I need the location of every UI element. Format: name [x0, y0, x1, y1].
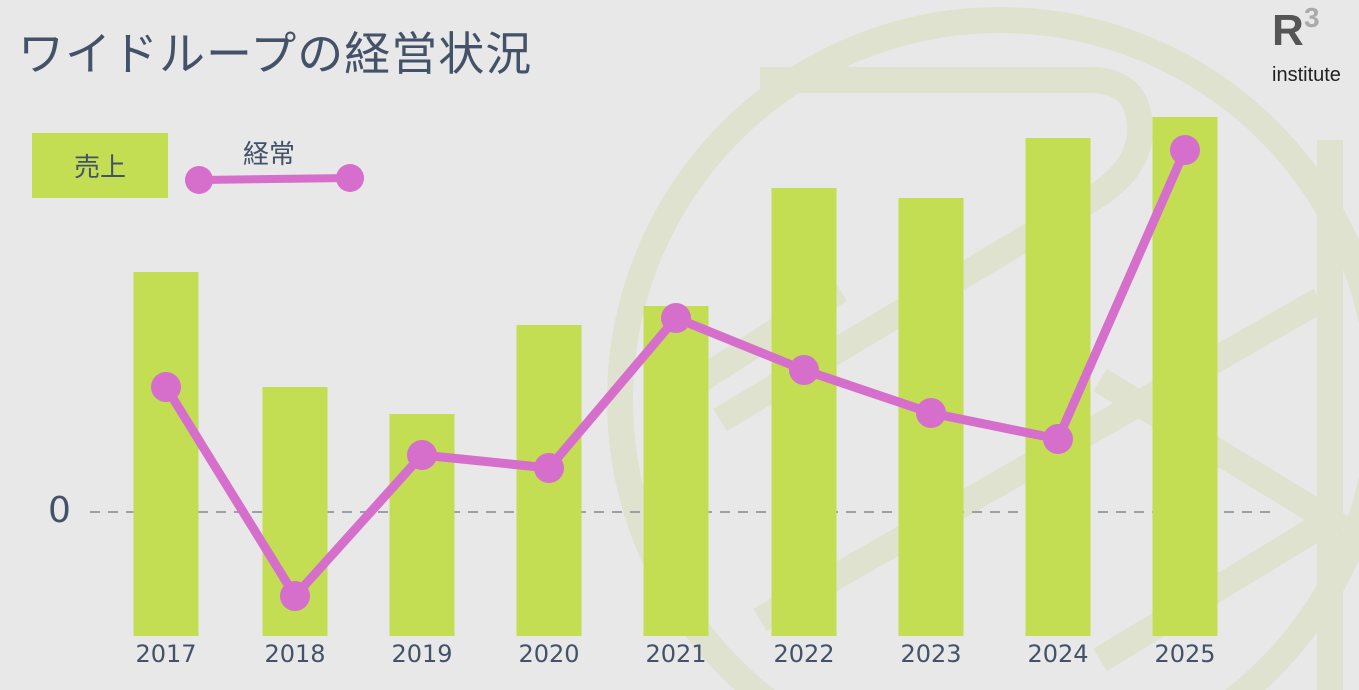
- bar-2021: [643, 306, 709, 636]
- legend-ordinary-profit-label: 経常: [243, 140, 296, 170]
- line-point-2020: [534, 453, 564, 483]
- line-point-2024: [1043, 424, 1073, 454]
- x-label-2022: 2022: [773, 640, 835, 668]
- line-point-2021: [661, 303, 691, 333]
- y-axis-zero-label: 0: [48, 490, 71, 531]
- line-point-2025: [1170, 135, 1200, 165]
- line-point-2023: [916, 398, 946, 428]
- x-label-2019: 2019: [391, 640, 453, 668]
- line-point-2019: [407, 440, 437, 470]
- legend-sales: 売上: [32, 133, 168, 198]
- x-label-2018: 2018: [264, 640, 326, 668]
- line-point-2017: [151, 372, 181, 402]
- line-point-2022: [789, 355, 819, 385]
- x-label-2023: 2023: [900, 640, 962, 668]
- bar-2022: [771, 188, 837, 636]
- x-label-2017: 2017: [135, 640, 197, 668]
- line-series: [151, 135, 1200, 611]
- line-point-2018: [280, 581, 310, 611]
- logo-institute: institute: [1272, 64, 1341, 86]
- r3-institute-logo: R 3 institute: [1270, 2, 1354, 92]
- logo-three: 3: [1304, 2, 1320, 33]
- x-label-2024: 2024: [1027, 640, 1089, 668]
- legend-line-swatch: [185, 164, 364, 194]
- legend-sales-label: 売上: [73, 153, 126, 183]
- page-title: ワイドループの経営状況: [18, 27, 533, 81]
- x-label-2020: 2020: [518, 640, 580, 668]
- background-watermark: [607, 7, 1359, 690]
- bar-2017: [133, 272, 199, 636]
- x-label-2025: 2025: [1154, 640, 1216, 668]
- logo-r: R: [1272, 6, 1304, 55]
- x-label-2021: 2021: [645, 640, 707, 668]
